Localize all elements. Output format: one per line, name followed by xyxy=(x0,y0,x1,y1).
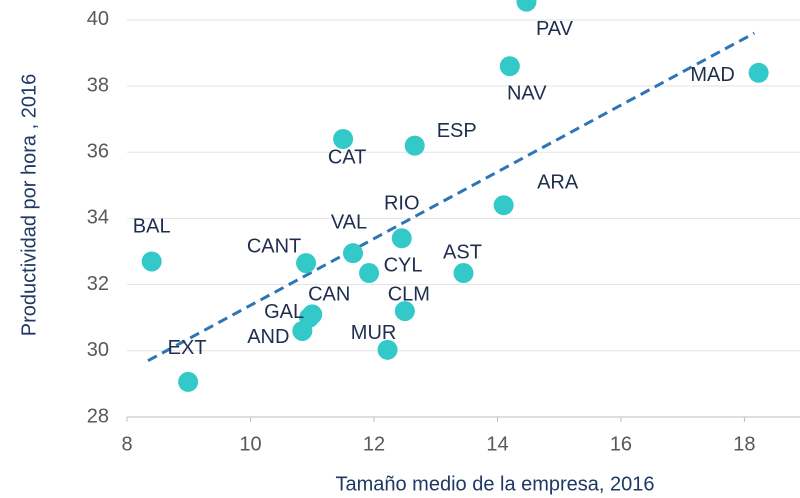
x-tick-label: 18 xyxy=(733,433,755,455)
x-tick-label: 12 xyxy=(363,433,385,455)
y-tick-label: 34 xyxy=(87,207,109,229)
point xyxy=(516,0,537,12)
point xyxy=(342,243,363,264)
point-label: EXT xyxy=(168,337,207,359)
point-label: CLM xyxy=(388,283,430,305)
point-label: ARA xyxy=(537,171,579,193)
point xyxy=(748,62,769,83)
point-label: MAD xyxy=(690,64,734,86)
point-label: CYL xyxy=(384,254,423,276)
point xyxy=(141,251,162,272)
x-tick-label: 10 xyxy=(239,433,261,455)
y-tick-label: 30 xyxy=(87,339,109,361)
point-label: NAV xyxy=(507,82,547,104)
point-label: CAN xyxy=(308,284,350,306)
point xyxy=(391,228,412,249)
point xyxy=(333,129,354,149)
point-label: CAT xyxy=(328,146,367,168)
y-axis-title: Productividad por hora , 2016 xyxy=(18,74,40,336)
y-tick-label: 32 xyxy=(87,273,109,295)
point xyxy=(359,263,380,284)
point-label: ESP xyxy=(437,120,477,142)
point-label: RIO xyxy=(384,193,420,215)
x-axis-title: Tamaño medio de la empresa, 2016 xyxy=(335,473,654,495)
point-label: AND xyxy=(247,326,289,348)
point-label: CANT xyxy=(247,235,301,257)
x-tick-label: 14 xyxy=(486,433,508,455)
point-label: BAL xyxy=(133,216,171,238)
trendline xyxy=(147,31,756,363)
point xyxy=(404,135,425,156)
point-label: PAV xyxy=(536,18,574,40)
y-tick-label: 28 xyxy=(87,405,109,427)
point xyxy=(394,301,415,322)
point xyxy=(292,320,313,341)
point-label: MUR xyxy=(351,322,397,344)
y-tick-label: 36 xyxy=(87,141,109,163)
point xyxy=(296,253,317,274)
y-tick-label: 38 xyxy=(87,74,109,96)
point xyxy=(499,56,520,77)
x-tick-label: 8 xyxy=(121,433,132,455)
point xyxy=(493,195,514,216)
point xyxy=(377,339,398,360)
point xyxy=(453,263,474,284)
y-tick-label: 40 xyxy=(87,8,109,30)
x-tick-label: 16 xyxy=(610,433,632,455)
point-label: GAL xyxy=(264,301,304,323)
point-label: VAL xyxy=(331,211,367,233)
point-label: AST xyxy=(443,241,482,263)
point xyxy=(178,371,199,392)
